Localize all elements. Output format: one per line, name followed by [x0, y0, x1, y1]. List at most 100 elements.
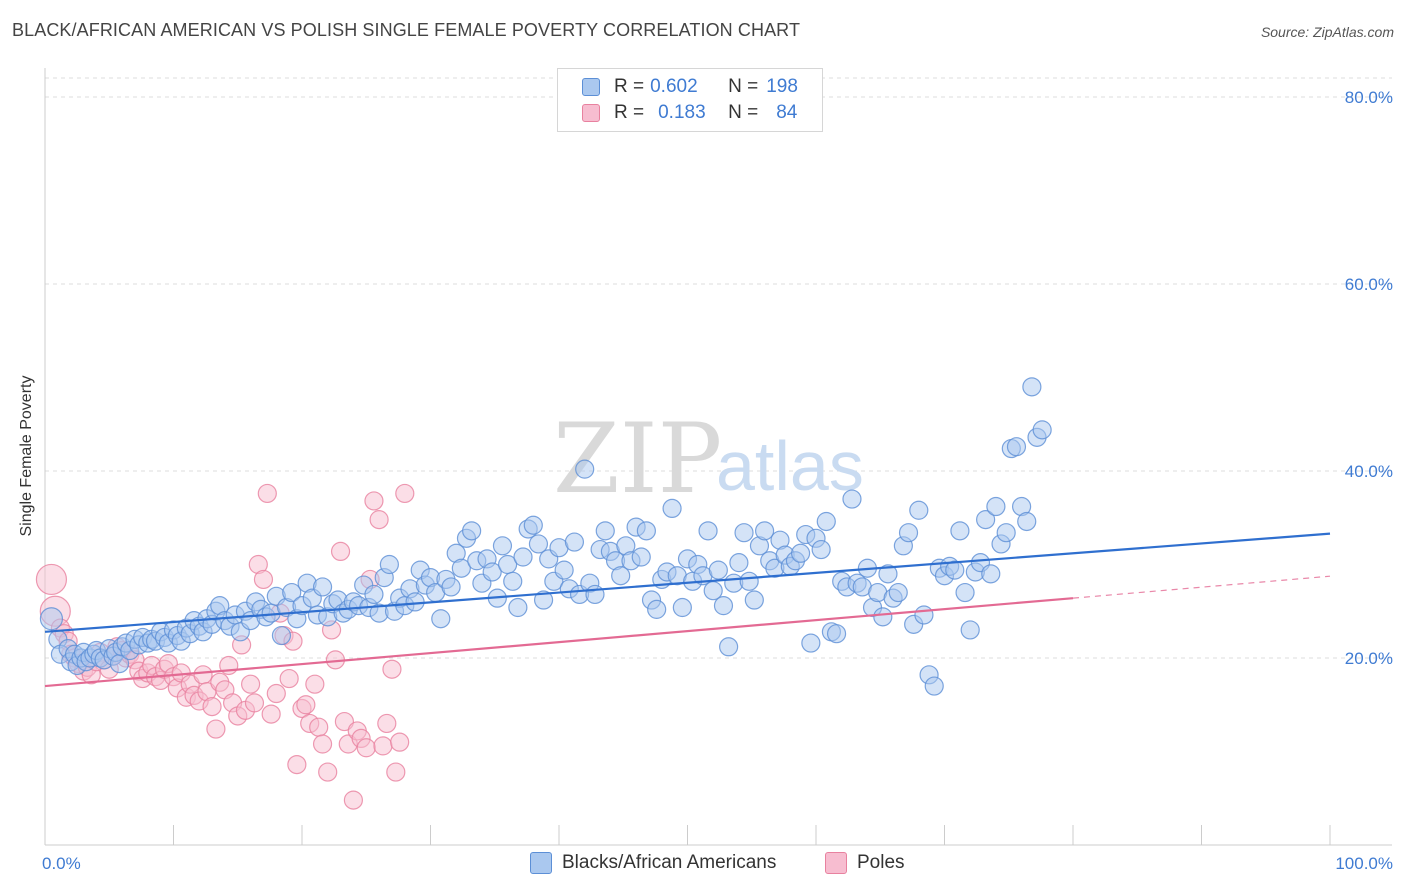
- blacks-point: [811, 539, 831, 560]
- poles-point: [266, 683, 286, 704]
- poles-trend-line: [44, 597, 1074, 688]
- bottom-legend-label-poles: Poles: [857, 852, 905, 873]
- poles-point: [287, 754, 307, 775]
- x-tick-label: 100.0%: [1335, 854, 1393, 873]
- blacks-point: [379, 554, 399, 575]
- y-tick-label: 80.0%: [1345, 88, 1393, 107]
- poles-point: [244, 693, 265, 713]
- blacks-point: [1006, 437, 1027, 457]
- blacks-point: [1032, 420, 1052, 440]
- watermark-zip: ZIP: [553, 403, 722, 515]
- blacks-points: [39, 377, 1052, 696]
- blacks-point: [734, 523, 754, 543]
- blacks-point: [462, 521, 482, 541]
- blacks-point: [508, 597, 528, 618]
- blacks-point: [976, 510, 996, 530]
- blacks-point: [533, 590, 554, 610]
- legend-r-value: 0.602: [650, 76, 698, 97]
- watermark: ZIP atlas: [553, 403, 864, 515]
- blacks-point: [888, 582, 908, 603]
- bottom-legend-blacks: Blacks/African Americans: [530, 852, 776, 874]
- poles-point: [386, 762, 406, 782]
- poles-point: [261, 704, 281, 724]
- blacks-point: [1017, 511, 1037, 532]
- blacks-point: [744, 590, 764, 610]
- blacks-point: [503, 571, 523, 591]
- blacks-point: [739, 571, 759, 591]
- legend-swatch-blue: [582, 78, 600, 96]
- correlation-legend: R = 0.602 N = 198 R = 0.183 N = 84: [557, 68, 823, 132]
- y-tick-label: 20.0%: [1345, 649, 1393, 668]
- blacks-point: [271, 625, 292, 646]
- blacks-point: [513, 547, 533, 567]
- blacks-point: [801, 633, 821, 653]
- legend-r-label: R =: [614, 102, 645, 123]
- poles-point: [377, 713, 397, 734]
- chart-title: BLACK/AFRICAN AMERICAN VS POLISH SINGLE …: [12, 20, 801, 40]
- y-tick-label: 60.0%: [1345, 275, 1393, 294]
- poles-point: [330, 541, 351, 562]
- blacks-point: [647, 599, 667, 619]
- legend-row-poles: R = 0.183 N = 84: [582, 101, 797, 125]
- blacks-point: [826, 624, 847, 644]
- poles-point: [257, 483, 277, 504]
- bottom-legend-swatch-blue: [530, 852, 552, 874]
- legend-row-blacks: R = 0.602 N = 198: [582, 75, 798, 99]
- blacks-point: [636, 521, 656, 541]
- poles-point: [369, 510, 389, 530]
- blacks-point: [955, 582, 975, 603]
- blacks-point: [595, 521, 615, 541]
- poles-point: [356, 738, 376, 758]
- legend-n-label: N =: [728, 76, 759, 97]
- blacks-point: [364, 584, 384, 605]
- blacks-point: [585, 584, 605, 605]
- poles-point: [35, 563, 68, 596]
- y-tick-label: 40.0%: [1345, 462, 1393, 481]
- blacks-point: [816, 511, 836, 532]
- blacks-point: [986, 496, 1006, 517]
- blacks-point: [575, 459, 595, 479]
- legend-n-value: 198: [766, 76, 798, 97]
- watermark-atlas: atlas: [716, 427, 864, 505]
- blacks-point: [713, 596, 734, 616]
- blacks-point: [842, 489, 862, 509]
- poles-point: [343, 790, 363, 810]
- legend-swatch-pink: [582, 104, 600, 122]
- poles-point: [312, 734, 333, 754]
- blacks-point: [898, 523, 919, 543]
- blacks-point: [431, 609, 451, 629]
- poles-point: [305, 674, 325, 694]
- blacks-point: [924, 676, 944, 696]
- trend-lines: [44, 532, 1331, 688]
- source-credit: Source: ZipAtlas.com: [1260, 24, 1394, 40]
- blacks-point: [39, 607, 64, 631]
- x-tick-label: 0.0%: [42, 854, 81, 873]
- blacks-point: [611, 566, 631, 586]
- axes: [44, 68, 1392, 846]
- blacks-point: [631, 547, 651, 567]
- poles-point: [373, 736, 393, 756]
- poles-point: [390, 732, 410, 752]
- legend-n-label: N =: [728, 102, 759, 123]
- blacks-point: [790, 543, 811, 563]
- blacks-point: [405, 592, 425, 612]
- poles-point: [296, 695, 316, 715]
- blacks-point: [523, 515, 543, 535]
- blacks-point: [981, 564, 1001, 584]
- blacks-point: [528, 534, 549, 554]
- blacks-point: [482, 562, 502, 582]
- poles-point: [334, 711, 355, 732]
- tick-labels: 20.0% 40.0% 60.0% 80.0% 0.0% 100.0%: [42, 88, 1393, 873]
- legend-r-value: 0.183: [658, 102, 706, 123]
- poles-point: [193, 665, 213, 685]
- blacks-point: [672, 597, 692, 618]
- poles-point: [279, 668, 299, 689]
- bottom-legend-swatch-pink: [825, 852, 847, 874]
- blacks-point: [960, 620, 980, 640]
- blacks-point: [878, 564, 898, 584]
- blacks-point: [729, 553, 749, 573]
- legend-n-value: 84: [776, 102, 798, 123]
- poles-point: [309, 717, 329, 737]
- blacks-point: [564, 532, 585, 552]
- poles-point: [364, 491, 384, 511]
